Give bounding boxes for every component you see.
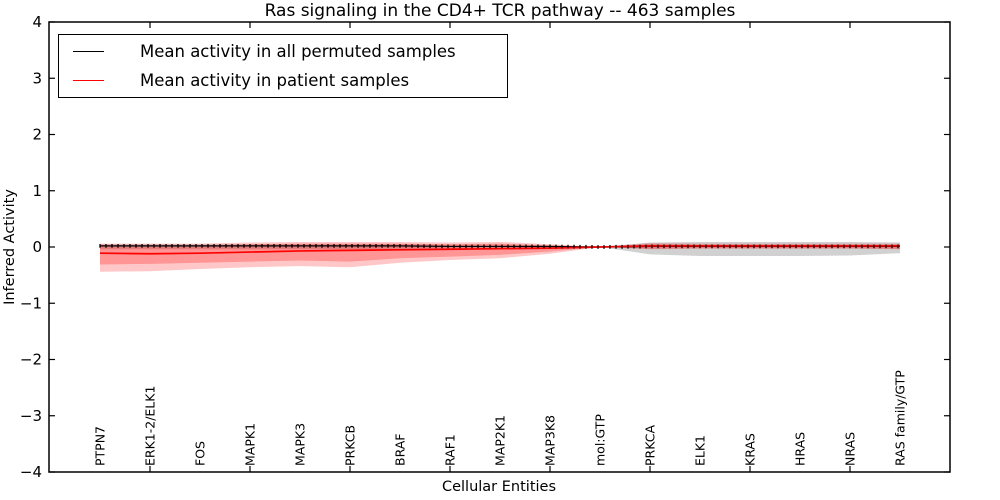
y-tick-label: −1 <box>20 294 42 312</box>
x-tick-label: PRKCA <box>643 425 658 466</box>
x-tick-label: NRAS <box>843 432 858 466</box>
x-tick-label: PRKCB <box>343 425 358 466</box>
permuted-line-swatch <box>73 51 104 52</box>
x-tick-label: ELK1 <box>693 435 708 466</box>
x-tick-label: ERK1-2/ELK1 <box>143 386 158 466</box>
x-tick-label: FOS <box>193 441 208 466</box>
legend-item-label: Mean activity in patient samples <box>140 71 410 90</box>
x-tick-label: RAS family/GTP <box>893 370 908 466</box>
x-tick-label: MAPK3 <box>293 423 308 466</box>
x-tick-label: MAP3K8 <box>543 415 558 466</box>
y-tick-label: −3 <box>20 407 42 425</box>
legend-item-label: Mean activity in all permuted samples <box>140 42 456 61</box>
x-tick-label: MAPK1 <box>243 423 258 466</box>
x-tick-label: HRAS <box>793 432 808 466</box>
permuted-line-markers <box>99 244 899 249</box>
y-tick-label: 1 <box>32 182 42 200</box>
x-axis-label: Cellular Entities <box>441 479 557 495</box>
legend-item-patient: Mean activity in patient samples <box>59 70 507 92</box>
legend: Mean activity in all permuted samples Me… <box>58 34 508 98</box>
patient-line-swatch <box>73 80 104 81</box>
y-axis-label: Inferred Activity <box>2 189 18 305</box>
x-tick-label: KRAS <box>743 433 758 466</box>
y-tick-label: −4 <box>20 463 42 481</box>
x-tick-label: mol:GTP <box>593 414 608 466</box>
y-tick-label: −2 <box>20 351 42 369</box>
series-line-1 <box>99 245 900 255</box>
x-tick-label: PTPN7 <box>93 426 108 466</box>
patient-samples-range-inner-band <box>100 243 900 265</box>
legend-item-permuted: Mean activity in all permuted samples <box>59 41 507 63</box>
x-tick-label: RAF1 <box>443 434 458 466</box>
y-tick-label: 4 <box>32 13 42 31</box>
y-tick-label: 2 <box>32 126 42 144</box>
x-tick-label: MAP2K1 <box>493 415 508 466</box>
x-tick-label: BRAF <box>393 434 408 467</box>
patient-samples-range-outer-band <box>100 241 900 272</box>
chart-title: Ras signaling in the CD4+ TCR pathway --… <box>264 1 736 21</box>
y-tick-label: 3 <box>32 69 42 87</box>
y-tick-label: 0 <box>32 238 42 256</box>
